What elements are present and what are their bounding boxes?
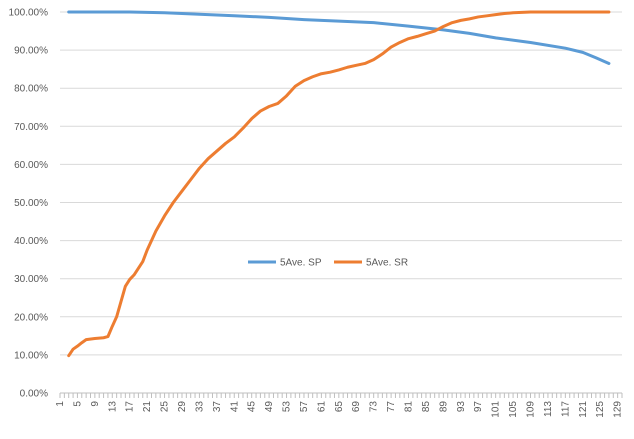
- x-tick-label: 9: [90, 401, 101, 407]
- x-tick-label: 89: [438, 401, 449, 413]
- x-tick-label: 81: [404, 401, 415, 413]
- series-line-sp: [67, 10, 611, 65]
- series-lines: [67, 10, 611, 358]
- y-tick-label: 20.00%: [14, 312, 48, 323]
- x-tick-label: 129: [613, 401, 624, 418]
- legend: 5Ave. SP 5Ave. SR: [248, 258, 408, 269]
- legend-label-sp: 5Ave. SP: [280, 258, 322, 269]
- x-tick-label: 41: [229, 401, 240, 413]
- x-tick-label: 109: [526, 401, 537, 418]
- x-tick-label: 125: [595, 401, 606, 418]
- y-tick-label: 40.00%: [14, 236, 48, 247]
- y-tick-label: 50.00%: [14, 198, 48, 209]
- x-tick-label: 85: [421, 401, 432, 413]
- y-tick-label: 10.00%: [14, 350, 48, 361]
- x-tick-label: 45: [247, 401, 258, 413]
- x-tick-label: 105: [508, 401, 519, 418]
- x-tick-label: 101: [491, 401, 502, 418]
- x-axis: 1 5 9 13 17 21 25 29 33 37 41 45 49 53 57 61 65 69 73 77 81 8…: [55, 392, 624, 418]
- y-axis-tick-labels: 0.00% 10.00% 20.00% 30.00% 40.00% 50.00% 60.00…: [9, 8, 49, 400]
- x-tick-label: 113: [543, 401, 554, 417]
- x-tick-label: 5: [72, 401, 83, 407]
- x-tick-label: 117: [560, 401, 571, 417]
- x-tick-label: 97: [473, 401, 484, 413]
- series-line-sr: [67, 10, 611, 358]
- gridlines: [60, 11, 622, 356]
- x-tick-label: 77: [386, 401, 397, 413]
- x-tick-label: 49: [264, 401, 275, 413]
- x-tick-label: 13: [107, 401, 118, 413]
- x-tick-label: 65: [334, 401, 345, 413]
- x-tick-label: 73: [369, 401, 380, 413]
- y-tick-label: 0.00%: [20, 389, 48, 400]
- y-tick-label: 100.00%: [9, 8, 49, 19]
- x-tick-label: 29: [177, 401, 188, 413]
- x-tick-label: 1: [55, 401, 66, 407]
- x-tick-label: 57: [299, 401, 310, 413]
- x-tick-label: 69: [351, 401, 362, 413]
- x-tick-label: 21: [142, 401, 153, 413]
- x-tick-label: 25: [160, 401, 171, 413]
- y-tick-label: 60.00%: [14, 160, 48, 171]
- y-tick-label: 70.00%: [14, 122, 48, 133]
- legend-label-sr: 5Ave. SR: [366, 258, 408, 269]
- y-tick-label: 90.00%: [14, 46, 48, 57]
- x-tick-label: 17: [125, 401, 136, 413]
- x-tick-label: 53: [282, 401, 293, 413]
- y-tick-label: 80.00%: [14, 84, 48, 95]
- x-tick-label: 61: [316, 401, 327, 413]
- x-tick-label: 33: [194, 401, 205, 413]
- y-tick-label: 30.00%: [14, 274, 48, 285]
- x-tick-label: 37: [212, 401, 223, 413]
- x-tick-label: 93: [456, 401, 467, 413]
- x-tick-label: 121: [578, 401, 589, 418]
